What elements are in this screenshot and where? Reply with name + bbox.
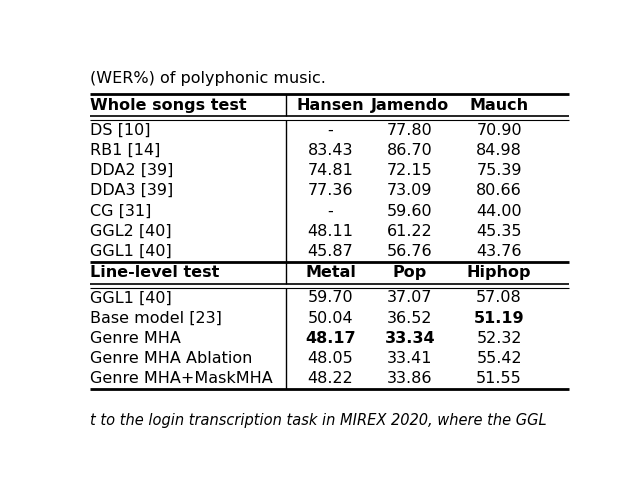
Text: 45.87: 45.87 [308,244,353,259]
Text: t to the login transcription task in MIREX 2020, where the GGL: t to the login transcription task in MIR… [90,413,547,428]
Text: Line-level test: Line-level test [90,265,220,280]
Text: 72.15: 72.15 [387,163,433,178]
Text: 83.43: 83.43 [308,143,353,158]
Text: RB1 [14]: RB1 [14] [90,143,160,158]
Text: 43.76: 43.76 [476,244,522,259]
Text: GGL1 [40]: GGL1 [40] [90,290,172,305]
Text: Genre MHA Ablation: Genre MHA Ablation [90,351,252,366]
Text: 57.08: 57.08 [476,290,522,305]
Text: 50.04: 50.04 [308,311,353,326]
Text: 86.70: 86.70 [387,143,433,158]
Text: 36.52: 36.52 [387,311,433,326]
Text: -: - [328,122,333,138]
Text: GGL1 [40]: GGL1 [40] [90,244,172,259]
Text: 74.81: 74.81 [308,163,353,178]
Text: DDA2 [39]: DDA2 [39] [90,163,173,178]
Text: 48.22: 48.22 [308,371,353,386]
Text: 33.34: 33.34 [385,331,435,346]
Text: CG [31]: CG [31] [90,204,151,219]
Text: 48.11: 48.11 [307,224,353,239]
Text: 59.70: 59.70 [308,290,353,305]
Text: (WER%) of polyphonic music.: (WER%) of polyphonic music. [90,71,326,87]
Text: Genre MHA: Genre MHA [90,331,180,346]
Text: 70.90: 70.90 [476,122,522,138]
Text: 80.66: 80.66 [476,183,522,198]
Text: 45.35: 45.35 [476,224,522,239]
Text: Metal: Metal [305,265,356,280]
Text: 51.19: 51.19 [474,311,524,326]
Text: Genre MHA+MaskMHA: Genre MHA+MaskMHA [90,371,273,386]
Text: Pop: Pop [393,265,427,280]
Text: DDA3 [39]: DDA3 [39] [90,183,173,198]
Text: 77.36: 77.36 [308,183,353,198]
Text: Hiphop: Hiphop [467,265,531,280]
Text: Jamendo: Jamendo [371,98,449,113]
Text: 48.17: 48.17 [305,331,356,346]
Text: 56.76: 56.76 [387,244,433,259]
Text: 73.09: 73.09 [387,183,433,198]
Text: Base model [23]: Base model [23] [90,311,222,326]
Text: 48.05: 48.05 [308,351,353,366]
Text: 84.98: 84.98 [476,143,522,158]
Text: Hansen: Hansen [297,98,364,113]
Text: -: - [328,204,333,219]
Text: 55.42: 55.42 [476,351,522,366]
Text: Mauch: Mauch [470,98,529,113]
Text: Whole songs test: Whole songs test [90,98,246,113]
Text: 44.00: 44.00 [476,204,522,219]
Text: 59.60: 59.60 [387,204,433,219]
Text: 33.41: 33.41 [387,351,433,366]
Text: 52.32: 52.32 [476,331,522,346]
Text: 77.80: 77.80 [387,122,433,138]
Text: GGL2 [40]: GGL2 [40] [90,224,172,239]
Text: 61.22: 61.22 [387,224,433,239]
Text: 37.07: 37.07 [387,290,433,305]
Text: 33.86: 33.86 [387,371,433,386]
Text: 51.55: 51.55 [476,371,522,386]
Text: DS [10]: DS [10] [90,122,150,138]
Text: 75.39: 75.39 [476,163,522,178]
